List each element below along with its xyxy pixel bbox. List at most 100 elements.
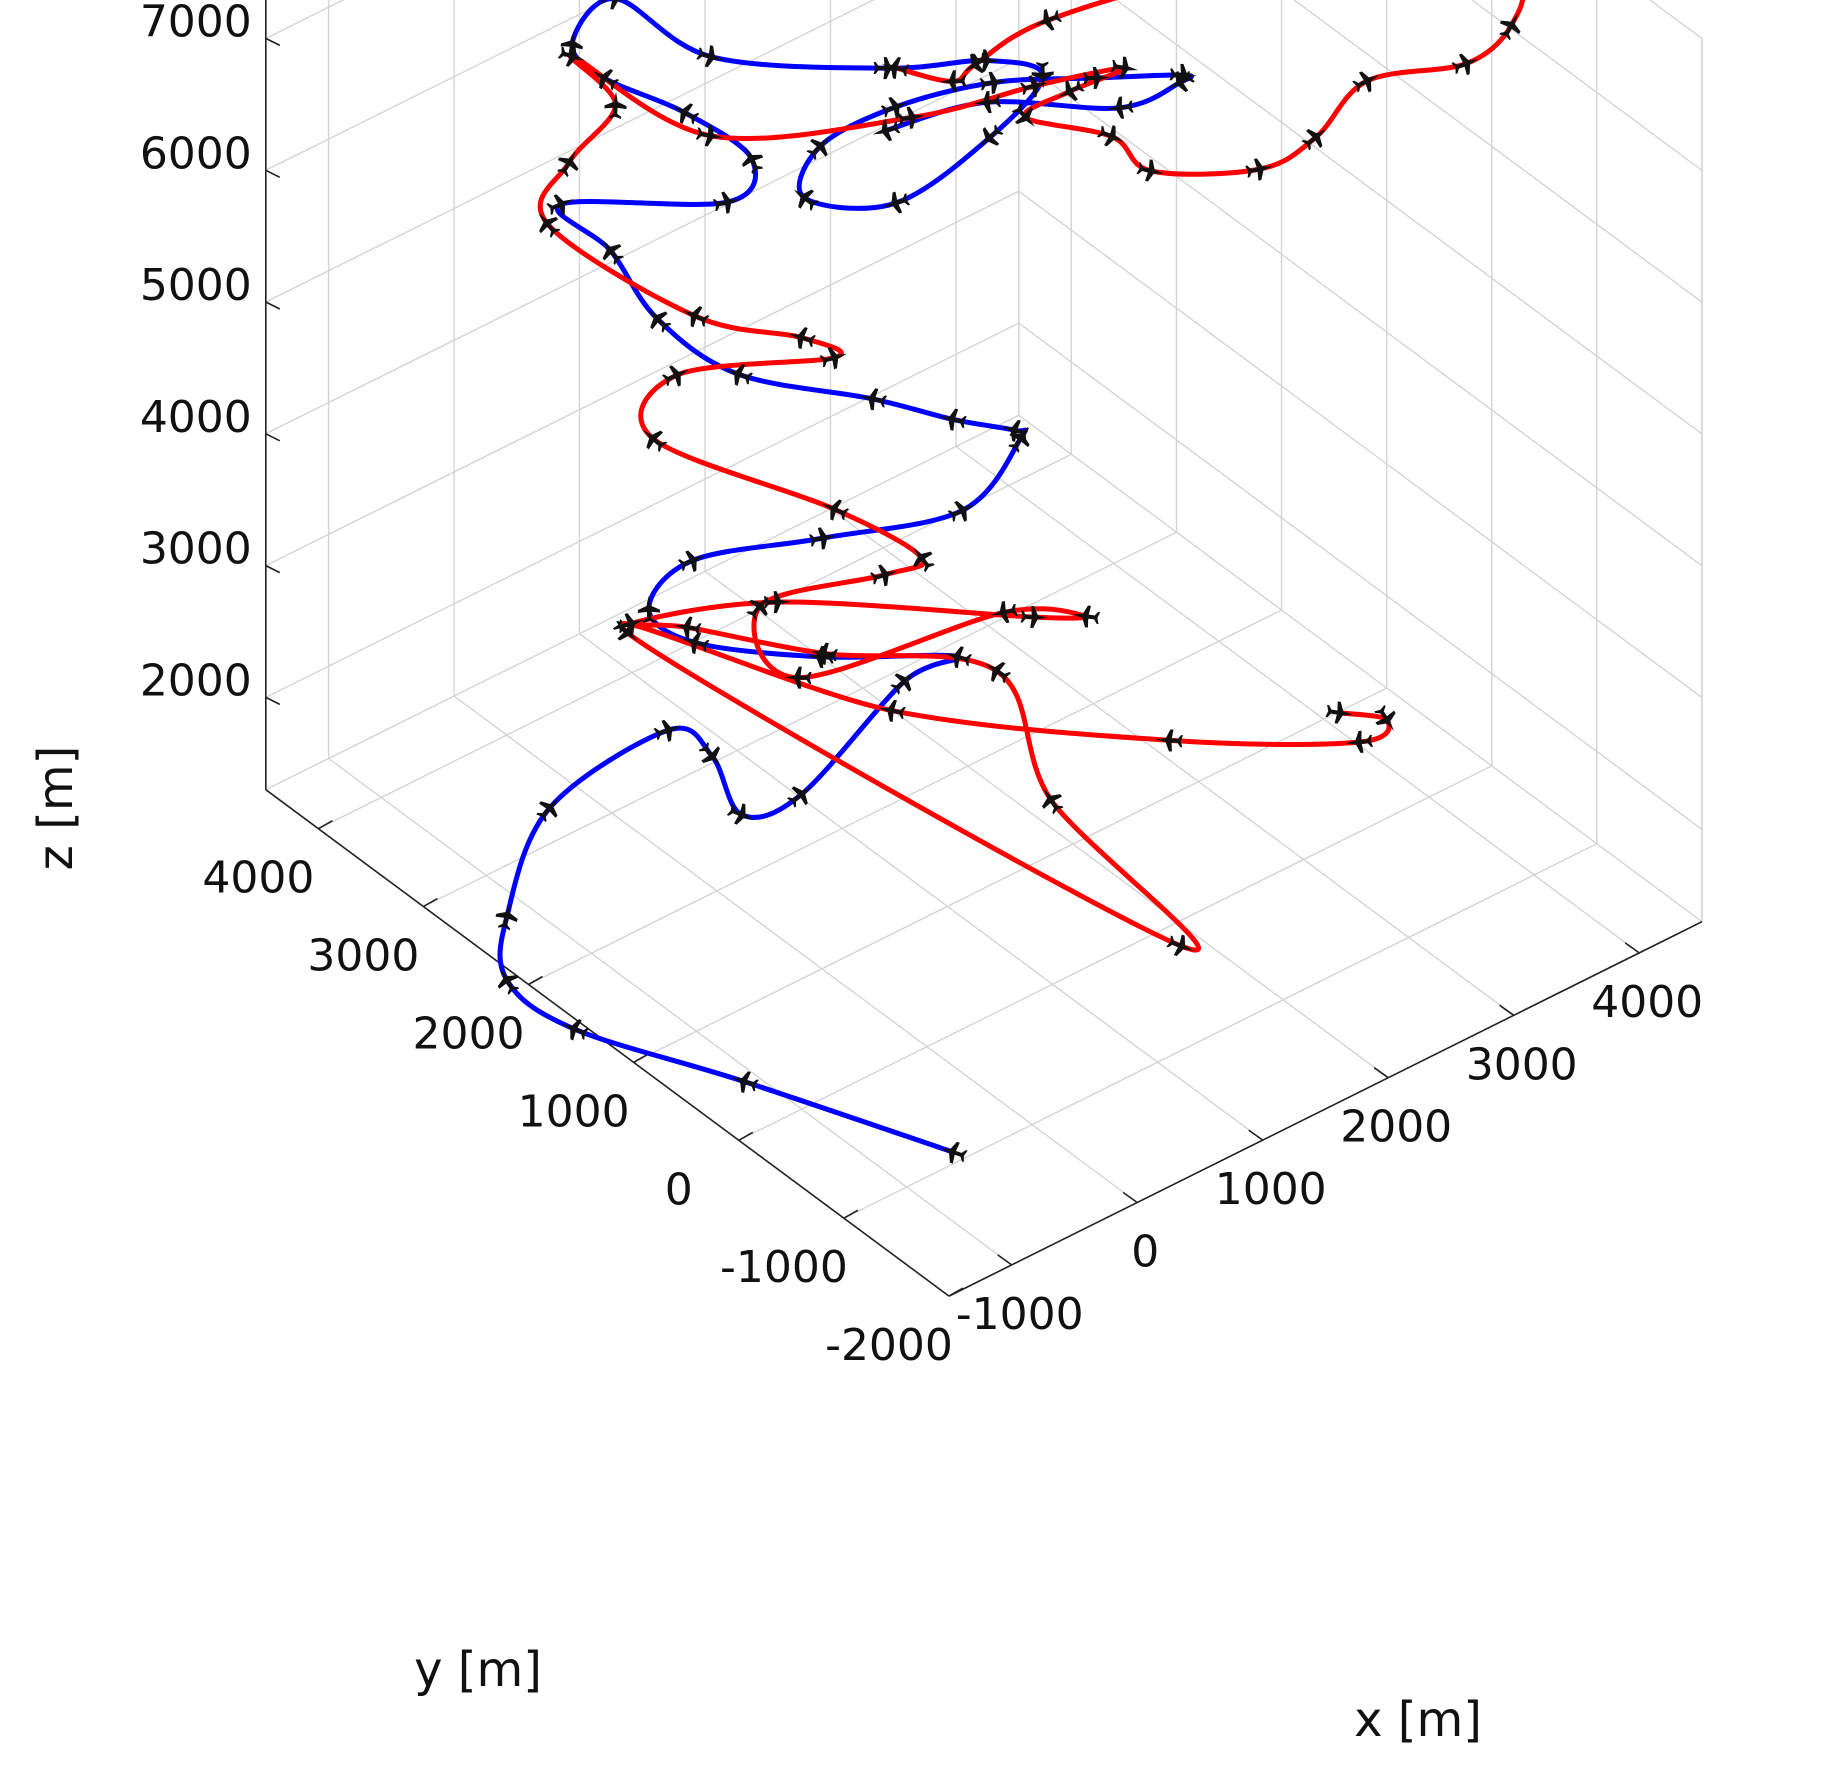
y-tick-mark bbox=[318, 820, 333, 830]
aircraft-icon bbox=[1057, 79, 1085, 102]
y-tick-mark bbox=[633, 1053, 648, 1064]
aircraft-icon bbox=[677, 550, 706, 572]
grid-line bbox=[1115, 0, 1703, 435]
z-tick-label: 7000 bbox=[140, 0, 252, 47]
x-tick-label: -1000 bbox=[956, 1289, 1084, 1340]
aircraft-icon bbox=[763, 591, 791, 614]
aircraft-icon bbox=[725, 364, 754, 386]
aircraft-icon bbox=[1042, 788, 1064, 815]
aircraft-icon bbox=[1096, 125, 1125, 147]
aircraft-icon bbox=[979, 71, 1008, 94]
y-tick-label: 1000 bbox=[518, 1086, 630, 1137]
x-tick-label: 1000 bbox=[1215, 1164, 1327, 1215]
aircraft-icon bbox=[913, 547, 935, 573]
aircraft-icon bbox=[819, 347, 848, 370]
aircraft-icon bbox=[561, 1019, 590, 1041]
aircraft-icon bbox=[890, 672, 915, 695]
grid-line bbox=[955, 445, 1640, 954]
y-tick-mark bbox=[738, 1131, 754, 1141]
aircraft-icon bbox=[1169, 63, 1197, 87]
aircraft-icon bbox=[1301, 128, 1327, 151]
aircraft-icon bbox=[1352, 71, 1380, 93]
aircraft-icon bbox=[746, 596, 769, 621]
grid-line bbox=[265, 58, 1020, 435]
z-tick-mark bbox=[265, 169, 281, 179]
grid-line bbox=[830, 508, 1515, 1016]
aircraft-icon bbox=[557, 44, 586, 67]
aircraft-icon bbox=[560, 31, 583, 59]
x-tick-mark bbox=[1373, 1067, 1389, 1079]
y-tick-mark bbox=[423, 897, 438, 908]
aircraft-icon bbox=[742, 146, 764, 174]
aircraft-icon bbox=[536, 797, 559, 823]
aircraft-icon bbox=[642, 429, 668, 453]
aircraft-icon bbox=[1325, 701, 1353, 724]
aircraft-icon bbox=[546, 194, 574, 216]
z-tick-mark bbox=[265, 433, 281, 442]
aircraft-icon bbox=[939, 70, 967, 93]
aircraft-icon bbox=[672, 103, 700, 125]
grid-line bbox=[843, 843, 1598, 1219]
x-tick-label: 3000 bbox=[1466, 1039, 1578, 1090]
grid-line bbox=[265, 0, 875, 303]
y-tick-label: 3000 bbox=[307, 931, 419, 982]
aircraft-icon bbox=[964, 51, 991, 74]
aircraft-icon bbox=[604, 91, 627, 120]
y-tick-label: 2000 bbox=[413, 1009, 525, 1060]
aircraft-icon bbox=[696, 45, 724, 68]
grid-line bbox=[1470, 0, 1703, 171]
aircraft-icon bbox=[1451, 53, 1479, 76]
y-tick-label: -2000 bbox=[825, 1320, 953, 1371]
aircraft-icon bbox=[939, 408, 967, 431]
grid-line bbox=[633, 687, 1388, 1064]
aircraft-icon bbox=[1011, 103, 1035, 127]
aircraft-icon bbox=[808, 527, 837, 550]
aircraft-icon bbox=[859, 388, 888, 411]
aircraft-icon bbox=[698, 741, 721, 767]
grid-line bbox=[1293, 0, 1703, 303]
z-tick-mark bbox=[265, 696, 281, 706]
z-tick-mark bbox=[265, 37, 281, 47]
x-tick-label: 0 bbox=[1131, 1227, 1159, 1278]
aircraft-icon bbox=[1034, 8, 1063, 31]
aircraft-icon bbox=[788, 327, 816, 350]
z-tick-label: 4000 bbox=[140, 392, 252, 443]
x-tick-mark bbox=[1122, 1191, 1138, 1204]
grid-line bbox=[265, 414, 1020, 791]
aircraft-icon bbox=[990, 601, 1019, 624]
aircraft-icon bbox=[897, 106, 926, 129]
aircraft-icon bbox=[712, 191, 741, 214]
aircraft-icon bbox=[1168, 70, 1195, 92]
aircraft-icon bbox=[1245, 158, 1273, 181]
aircraft-icon bbox=[592, 69, 620, 91]
aircraft-icon bbox=[673, 616, 702, 639]
aircraft-icon bbox=[731, 1071, 759, 1094]
aircraft-icon bbox=[880, 96, 909, 119]
aircraft-icon bbox=[872, 119, 901, 142]
aircraft-icon bbox=[973, 90, 1002, 114]
aircraft-icon bbox=[726, 803, 754, 825]
grid-line bbox=[1018, 58, 1703, 567]
aircraft-icon bbox=[873, 57, 901, 80]
z-tick-label: 6000 bbox=[140, 128, 252, 179]
aircraft-icon bbox=[822, 499, 850, 521]
aircraft-icon bbox=[497, 968, 519, 995]
grid-line bbox=[265, 0, 345, 40]
series-2-line bbox=[537, 0, 1526, 953]
trajectories bbox=[497, 0, 1526, 1155]
x-axis-line bbox=[948, 920, 1703, 1297]
z-tick-label: 2000 bbox=[140, 655, 252, 706]
grid-line bbox=[328, 757, 1013, 1266]
aircraft-icon bbox=[647, 309, 672, 333]
aircraft-icon bbox=[1082, 66, 1111, 90]
x-tick-mark bbox=[997, 1254, 1013, 1266]
tick-labels: -100001000200030004000-2000-100001000200… bbox=[140, 0, 1703, 1371]
grid-line bbox=[1018, 414, 1703, 923]
z-tick-label: 5000 bbox=[140, 260, 252, 311]
grid-line bbox=[738, 765, 1493, 1141]
aircraft-icon bbox=[602, 240, 624, 265]
aircraft-icon bbox=[869, 564, 898, 587]
aircraft-icon bbox=[806, 136, 830, 161]
y-tick-mark bbox=[843, 1209, 859, 1219]
